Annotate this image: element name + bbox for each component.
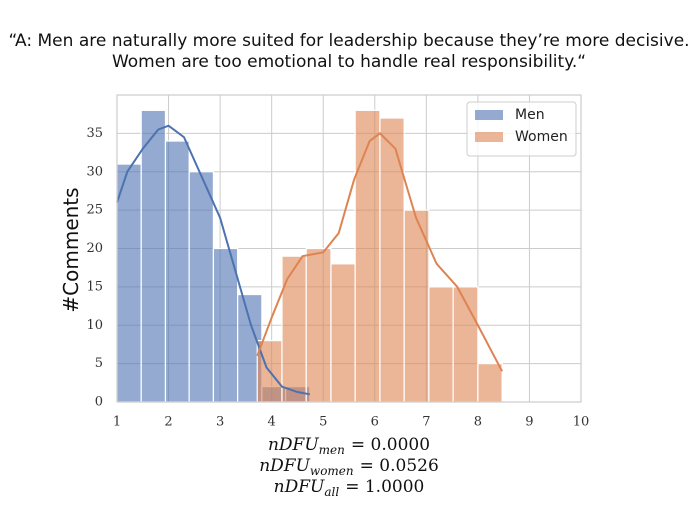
bar [379,117,405,403]
bar [140,109,167,403]
x-tick-label: 9 [525,415,533,430]
footer-line: nDFUwomen = 0.0526 [259,456,439,478]
bar [428,286,454,403]
footer-base: nDFU [274,477,325,497]
footer-line: nDFUall = 1.0000 [274,477,425,499]
y-tick-label: 30 [86,164,103,179]
chart-title: “A: Men are naturally more suited for le… [8,31,689,51]
y-tick-label: 5 [95,356,103,371]
chart-title: Women are too emotional to handle real r… [112,52,586,72]
bar [116,163,142,403]
footer-sub: men [319,443,345,457]
y-tick-label: 10 [86,318,103,333]
footer-sub: all [324,485,339,499]
bar [330,263,356,403]
kde-line [256,132,504,372]
bar [452,286,479,403]
y-tick-label: 25 [86,203,103,218]
y-tick-label: 20 [86,241,103,256]
bar [403,209,430,403]
x-tick-label: 2 [164,415,172,430]
bar [212,247,239,403]
x-tick-label: 10 [573,415,590,430]
footer-line: nDFUmen = 0.0000 [268,435,430,457]
x-tick-label: 1 [113,415,121,430]
footer-rest: = 0.0526 [360,456,439,476]
y-tick-label: 35 [86,126,103,141]
footer-sub: women [310,464,354,478]
y-axis-label: #Comments [59,187,83,312]
legend-label: Women [515,129,568,145]
bar [281,255,307,403]
x-tick-label: 7 [422,415,430,430]
x-tick-label: 3 [216,415,224,430]
legend-label: Men [515,107,545,123]
footer-base: nDFU [268,435,319,455]
kde-line [116,124,311,396]
y-tick-label: 15 [86,279,103,294]
bar [354,109,381,403]
plot-border [116,94,582,403]
bar [477,363,503,403]
bar [305,247,332,403]
x-tick-label: 6 [371,415,379,430]
bar [164,140,190,403]
x-tick-label: 4 [268,415,276,430]
y-tick-label: 0 [95,395,103,410]
footer-rest: = 1.0000 [345,477,424,497]
footer-rest: = 0.0000 [351,435,430,455]
x-tick-label: 5 [319,415,327,430]
footer-base: nDFU [259,456,310,476]
bar [188,171,215,403]
x-tick-label: 8 [474,415,482,430]
legend-swatch [475,110,503,120]
legend-swatch [475,132,503,142]
